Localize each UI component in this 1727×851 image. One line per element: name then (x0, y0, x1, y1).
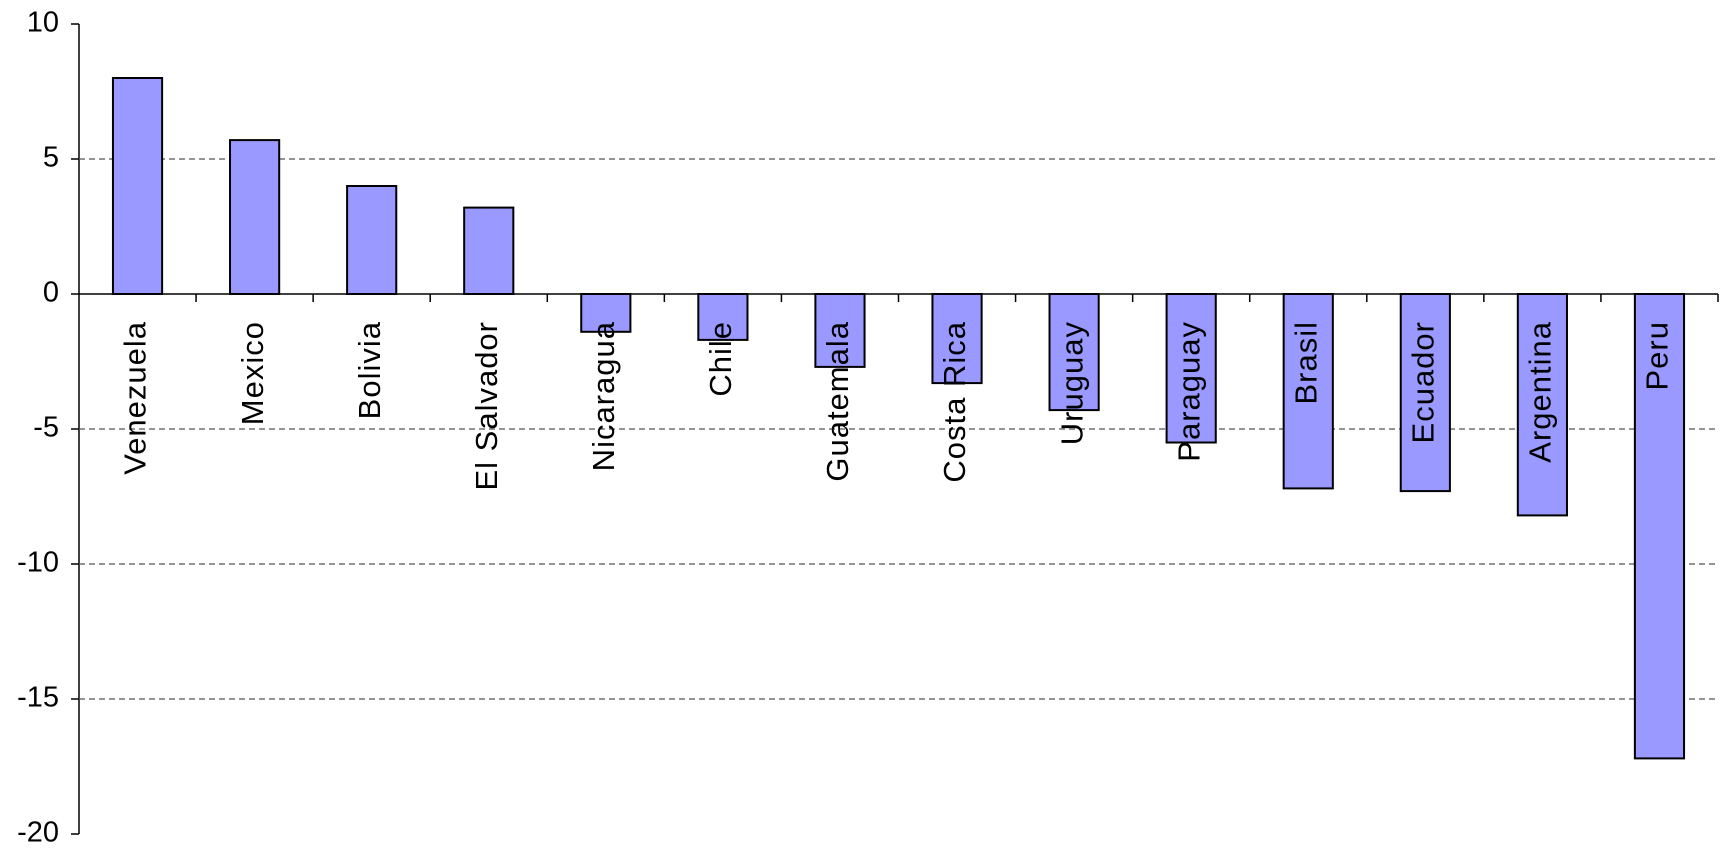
bar (229, 139, 281, 295)
y-tick-label: -10 (17, 547, 59, 579)
x-tick-label: Guatemala (820, 321, 855, 482)
bar (463, 206, 515, 296)
bar (580, 293, 632, 333)
x-tick-label: El Salvador (469, 321, 504, 491)
x-tick-label: Chile (703, 321, 738, 397)
x-tick-label: Argentina (1523, 321, 1558, 463)
bar (346, 185, 398, 295)
x-tick-label: Nicaragua (586, 321, 621, 471)
x-tick-label: Brasil (1288, 321, 1323, 405)
y-tick-label: 10 (27, 7, 59, 39)
bar (1048, 293, 1100, 412)
x-tick-label: Uruguay (1054, 321, 1089, 445)
y-tick-label: -20 (17, 817, 59, 849)
y-tick-label: 5 (43, 142, 59, 174)
x-tick-label: Mexico (235, 321, 270, 425)
y-tick-label: -15 (17, 682, 59, 714)
bar (1633, 293, 1686, 760)
x-tick-label: Peru (1640, 321, 1675, 390)
bar (1516, 293, 1568, 517)
x-tick-label: Bolivia (352, 321, 387, 419)
x-tick-label: Paraguay (1171, 321, 1206, 462)
x-tick-label: Ecuador (1406, 321, 1441, 443)
bar (697, 293, 749, 341)
y-tick-label: -5 (33, 412, 59, 444)
x-tick-label: Costa Rica (937, 321, 972, 483)
x-tick-label: Venezuela (118, 321, 153, 475)
y-tick-label: 0 (43, 277, 59, 309)
bar (931, 293, 983, 385)
bar (1282, 293, 1334, 490)
bar (111, 77, 164, 295)
bar (1165, 293, 1217, 444)
